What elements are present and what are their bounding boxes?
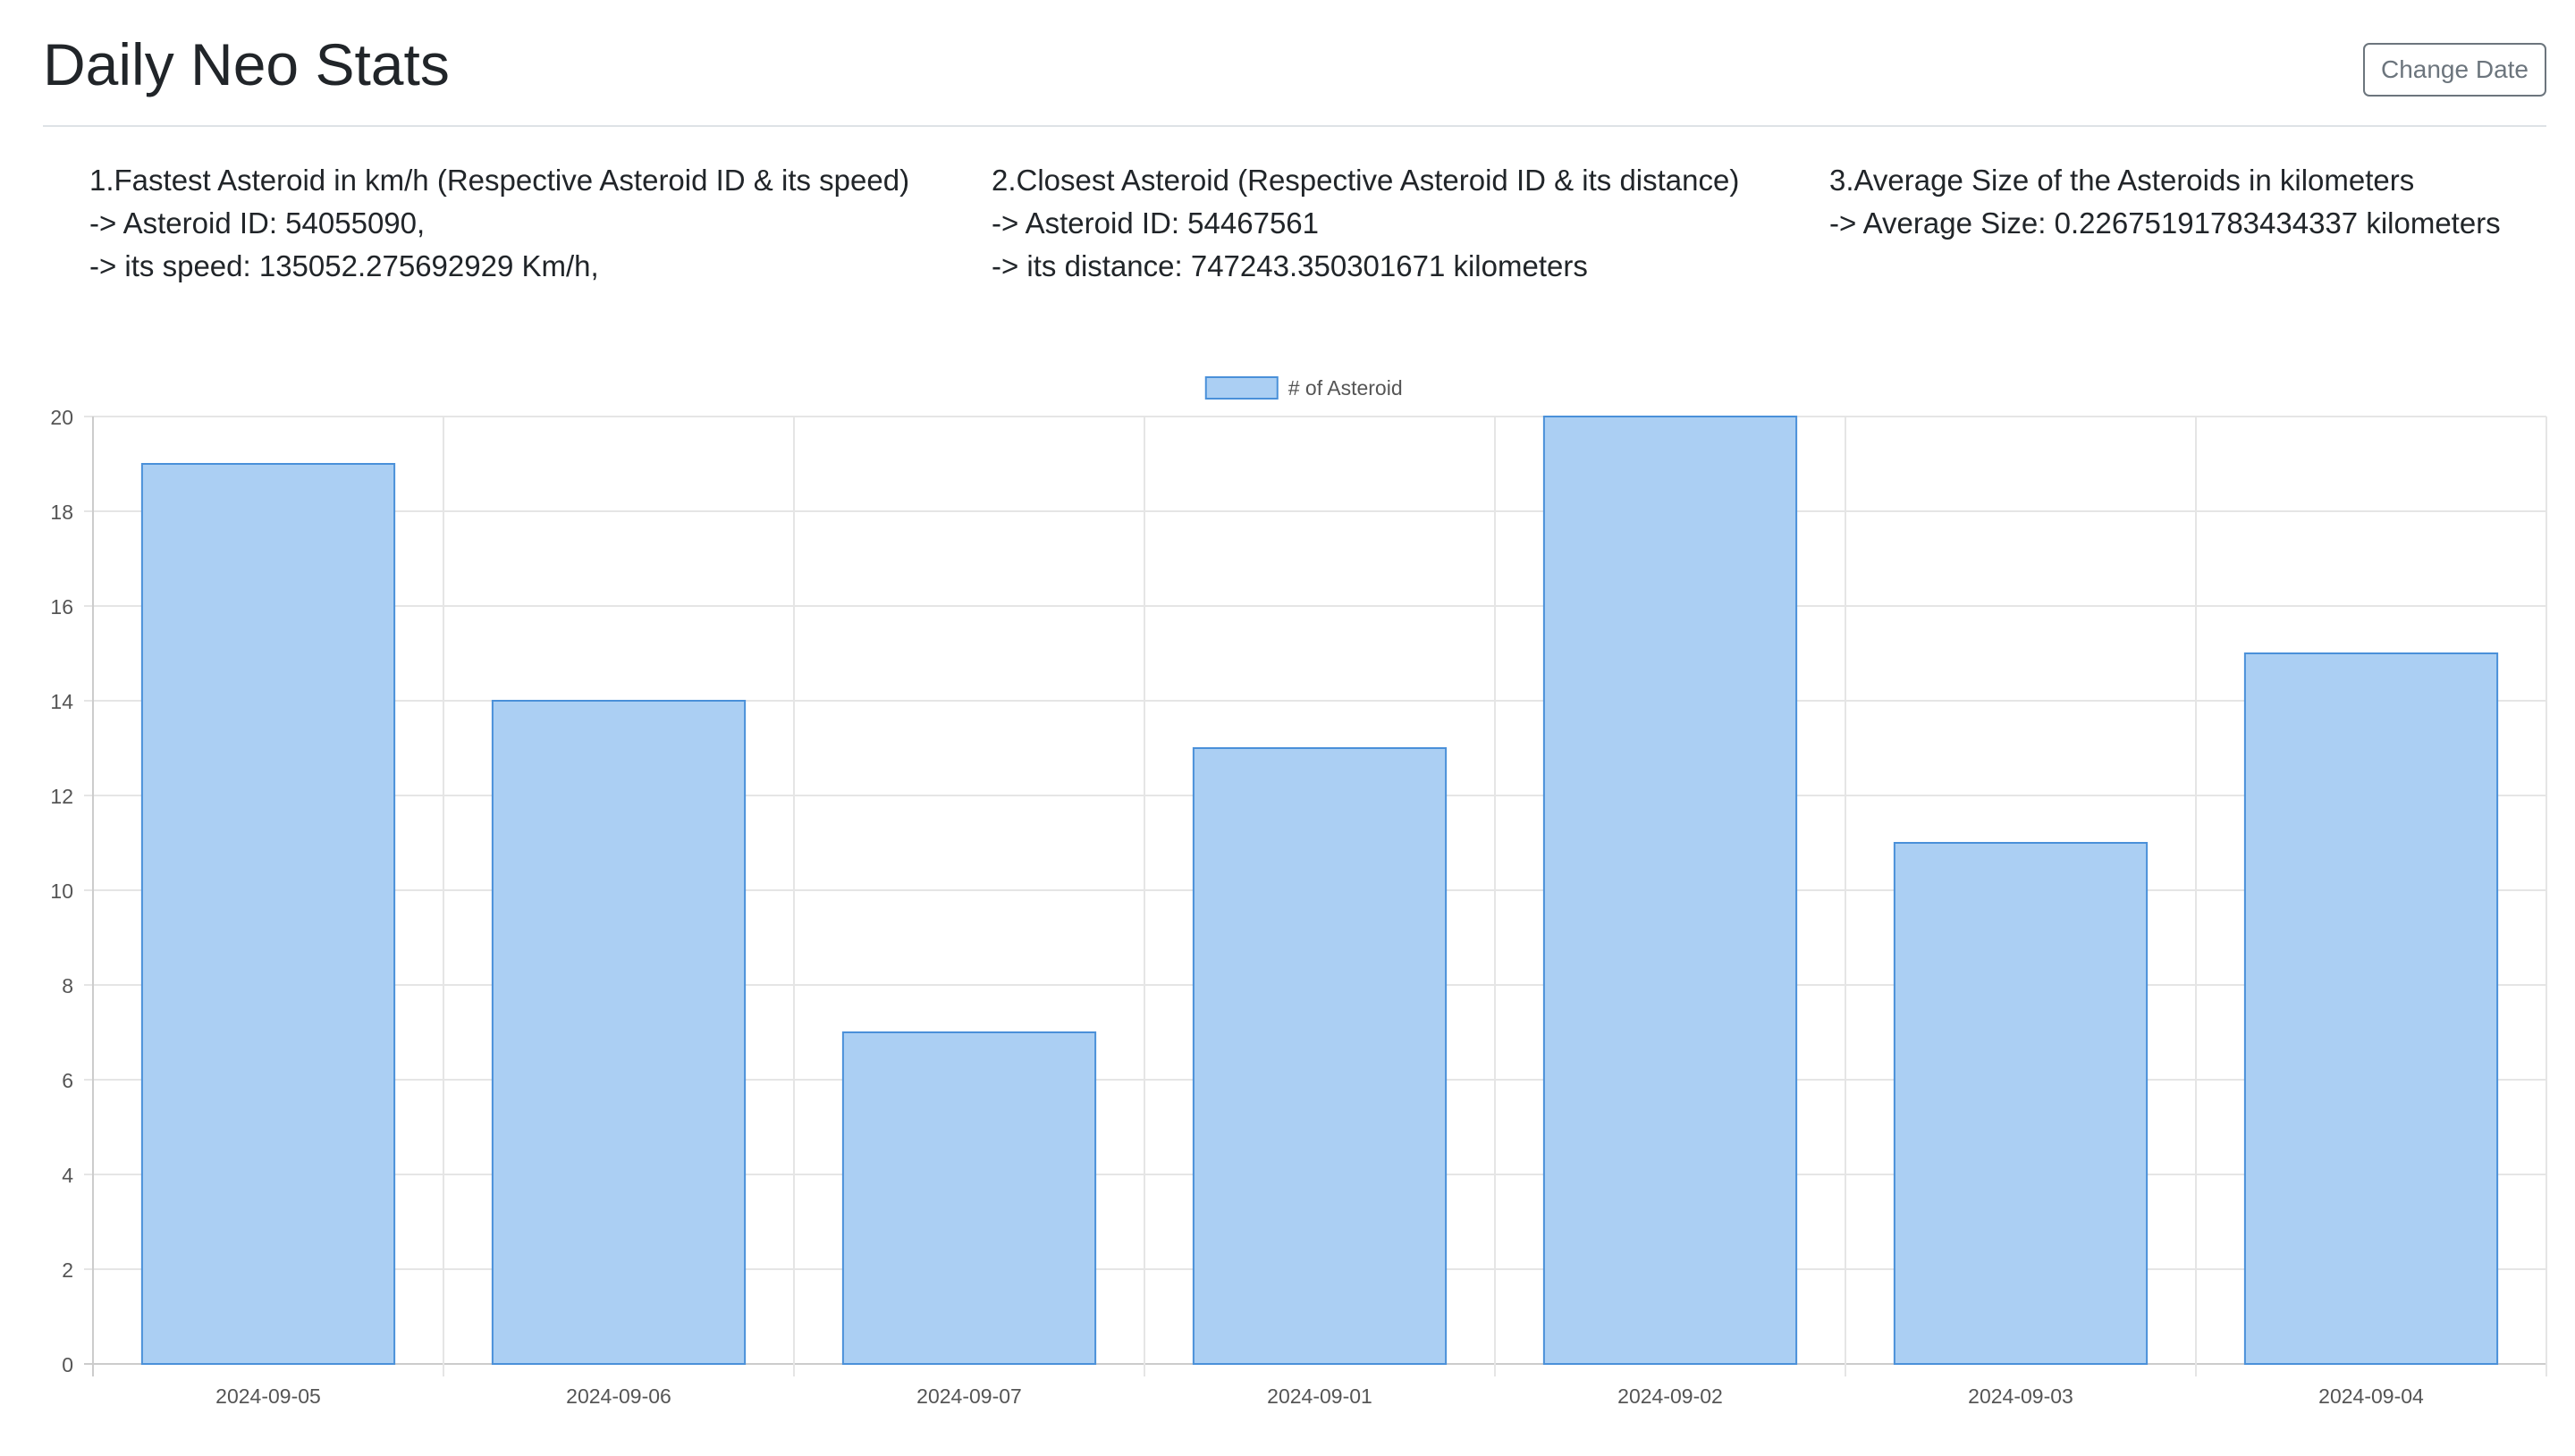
closest-asteroid-heading: 2.Closest Asteroid (Respective Asteroid … <box>992 164 1740 197</box>
x-tick-label: 2024-09-07 <box>916 1384 1022 1408</box>
asteroid-count-chart: 0 2 4 6 8 10 12 14 16 18 20 2024-09-05 2024-09-06 202… <box>0 358 2575 1452</box>
bar-2024-09-06 <box>491 700 747 1365</box>
x-tick-label: 2024-09-04 <box>2318 1384 2424 1408</box>
bar-2024-09-07 <box>841 1031 1097 1365</box>
y-tick-label: 2 <box>62 1258 73 1282</box>
y-tick-label: 10 <box>50 879 73 903</box>
y-tick-label: 20 <box>50 406 73 429</box>
y-tick-label: 16 <box>50 595 73 619</box>
bar-2024-09-02 <box>1542 416 1798 1365</box>
y-tick-label: 8 <box>62 974 73 997</box>
average-size-heading: 3.Average Size of the Asteroids in kilom… <box>1829 164 2415 197</box>
y-tick-label: 14 <box>50 690 73 713</box>
bar-2024-09-05 <box>140 463 396 1365</box>
x-tick-label: 2024-09-03 <box>1968 1384 2073 1408</box>
x-tick-label: 2024-09-05 <box>215 1384 321 1408</box>
legend-label: # of Asteroid <box>1288 376 1403 400</box>
y-tick-label: 4 <box>62 1164 73 1187</box>
bar-2024-09-04 <box>2243 652 2499 1365</box>
bar-2024-09-03 <box>1893 842 2149 1365</box>
x-tick-label: 2024-09-02 <box>1617 1384 1723 1408</box>
stats-section: 1.Fastest Asteroid in km/h (Respective A… <box>0 159 2575 302</box>
fastest-asteroid-heading: 1.Fastest Asteroid in km/h (Respective A… <box>89 164 910 197</box>
fastest-asteroid-speed: -> its speed: 135052.275692929 Km/h, <box>89 249 599 282</box>
bar-2024-09-01 <box>1192 747 1448 1365</box>
y-tick-label: 6 <box>62 1069 73 1092</box>
x-tick-label: 2024-09-06 <box>566 1384 671 1408</box>
fastest-asteroid-stat: 1.Fastest Asteroid in km/h (Respective A… <box>89 159 909 288</box>
y-tick-label: 12 <box>50 785 73 808</box>
y-tick-label: 18 <box>50 501 73 524</box>
x-tick-label: 2024-09-01 <box>1267 1384 1372 1408</box>
page-header: Daily Neo Stats Change Date <box>43 0 2546 127</box>
closest-asteroid-stat: 2.Closest Asteroid (Respective Asteroid … <box>992 159 1739 288</box>
bar-chart-svg: 0 2 4 6 8 10 12 14 16 18 20 2024-09-05 2024-09-06 202… <box>50 376 2547 1408</box>
page-title: Daily Neo Stats <box>43 31 450 97</box>
fastest-asteroid-id: -> Asteroid ID: 54055090, <box>89 206 426 240</box>
closest-asteroid-distance: -> its distance: 747243.350301671 kilome… <box>992 249 1588 282</box>
average-size-value: -> Average Size: 0.22675191783434337 kil… <box>1829 206 2501 240</box>
average-size-stat: 3.Average Size of the Asteroids in kilom… <box>1829 159 2501 245</box>
closest-asteroid-id: -> Asteroid ID: 54467561 <box>992 206 1319 240</box>
y-tick-label: 0 <box>62 1353 73 1376</box>
change-date-button[interactable]: Change Date <box>2362 43 2546 97</box>
legend-swatch <box>1204 376 1279 400</box>
